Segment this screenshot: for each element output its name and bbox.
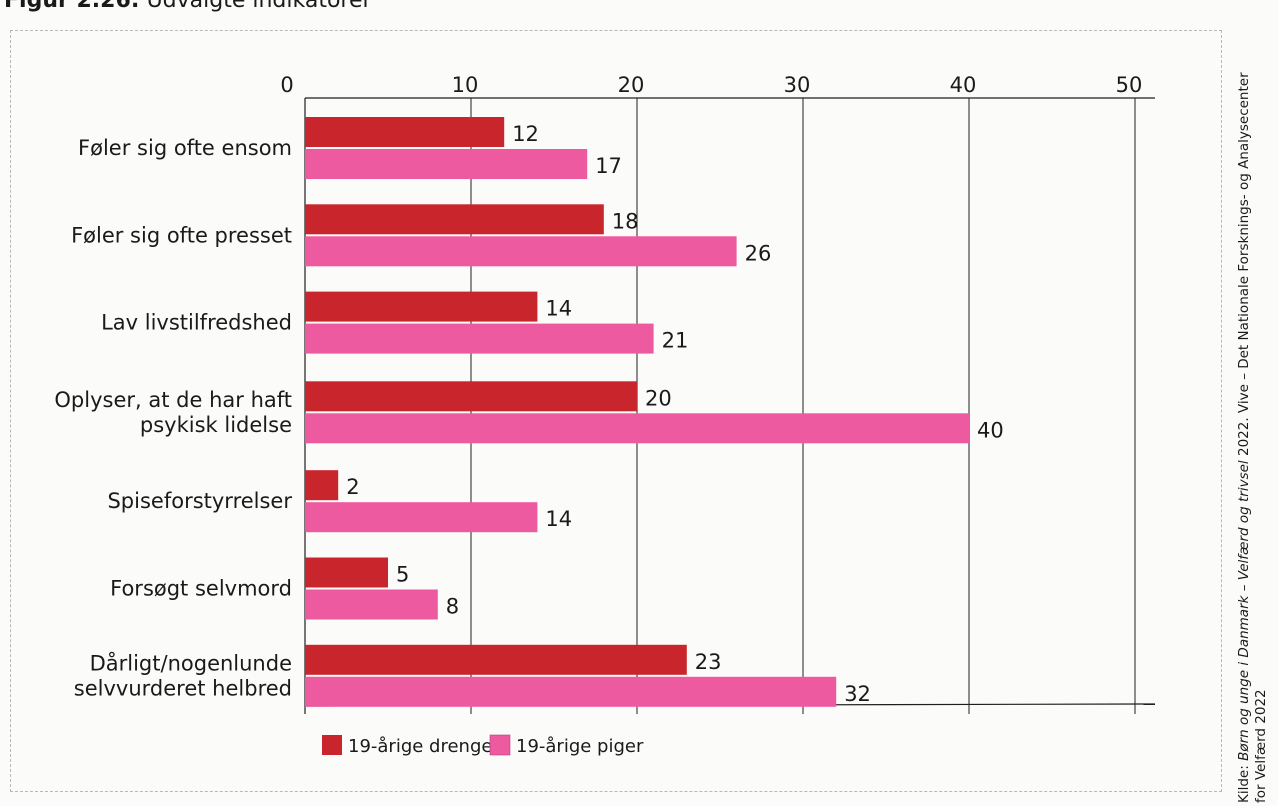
source-publisher: 2022. Vive – Det Nationale Forsknings- o… — [1236, 72, 1252, 461]
x-tick-label: 20 — [618, 73, 645, 97]
data-label: 18 — [612, 209, 639, 233]
bar-drenge — [305, 557, 388, 588]
bar-piger — [305, 676, 837, 707]
x-tick-label: 50 — [1116, 73, 1143, 97]
source-prefix: Kilde: — [1236, 760, 1252, 803]
data-label: 14 — [545, 507, 572, 531]
bar-piger — [305, 589, 438, 620]
data-label: 21 — [662, 329, 689, 353]
data-label: 5 — [396, 563, 409, 587]
category-label: psykisk lidelse — [140, 413, 292, 437]
source-line-2: for Velfærd 2022 — [1253, 689, 1269, 803]
x-tick-label: 0 — [280, 73, 293, 97]
category-label: Lav livstilfredshed — [101, 311, 292, 335]
data-label: 8 — [446, 595, 459, 619]
source-note: Kilde: Børn og unge i Danmark – Velfærd … — [1236, 72, 1270, 803]
category-label: Føler sig ofte presset — [71, 223, 292, 247]
data-label: 23 — [695, 650, 722, 674]
legend-swatch-drenge — [322, 735, 342, 755]
chart-frame — [10, 30, 1222, 792]
category-label: Oplyser, at de har haft — [54, 388, 292, 412]
data-label: 14 — [545, 297, 572, 321]
bar-drenge — [305, 204, 604, 235]
x-tick-label: 40 — [950, 73, 977, 97]
legend-swatch-piger — [489, 734, 511, 756]
legend-label: 19-årige drenge — [348, 736, 492, 757]
figure-title: Udvalgte indikatorer — [146, 0, 372, 13]
data-label: 32 — [844, 682, 871, 706]
data-label: 12 — [512, 122, 539, 146]
source-publication: Børn og unge i Danmark – Velfærd og triv… — [1236, 460, 1252, 761]
figure-heading: Figur 2.26: Udvalgte indikatorer — [4, 0, 372, 13]
category-label: selvvurderet helbred — [74, 676, 292, 700]
source-line-1: Kilde: Børn og unge i Danmark – Velfærd … — [1236, 72, 1253, 803]
bar-piger — [305, 149, 588, 179]
data-label: 17 — [595, 154, 622, 178]
bar-piger — [305, 502, 538, 533]
x-tick-label: 10 — [452, 73, 479, 97]
x-tick-label: 30 — [784, 73, 811, 97]
legend-label: 19-årige piger — [516, 736, 644, 757]
bar-drenge — [305, 470, 339, 501]
category-label: Føler sig ofte ensom — [78, 136, 292, 160]
category-label: Forsøgt selvmord — [110, 577, 292, 601]
bar-drenge — [305, 644, 687, 675]
bar-piger — [305, 323, 654, 354]
figure-label: Figur 2.26: — [4, 0, 140, 13]
bar-piger — [305, 236, 737, 267]
bar-drenge — [305, 291, 538, 322]
category-label: Spiseforstyrrelser — [107, 489, 292, 513]
bar-drenge — [305, 381, 637, 412]
category-label: Dårligt/nogenlunde — [90, 650, 292, 675]
data-label: 20 — [645, 386, 672, 410]
data-label: 26 — [745, 241, 772, 265]
bar-drenge — [305, 117, 505, 147]
data-label: 2 — [346, 475, 359, 499]
data-label: 40 — [977, 418, 1004, 442]
bar-piger — [305, 413, 969, 444]
